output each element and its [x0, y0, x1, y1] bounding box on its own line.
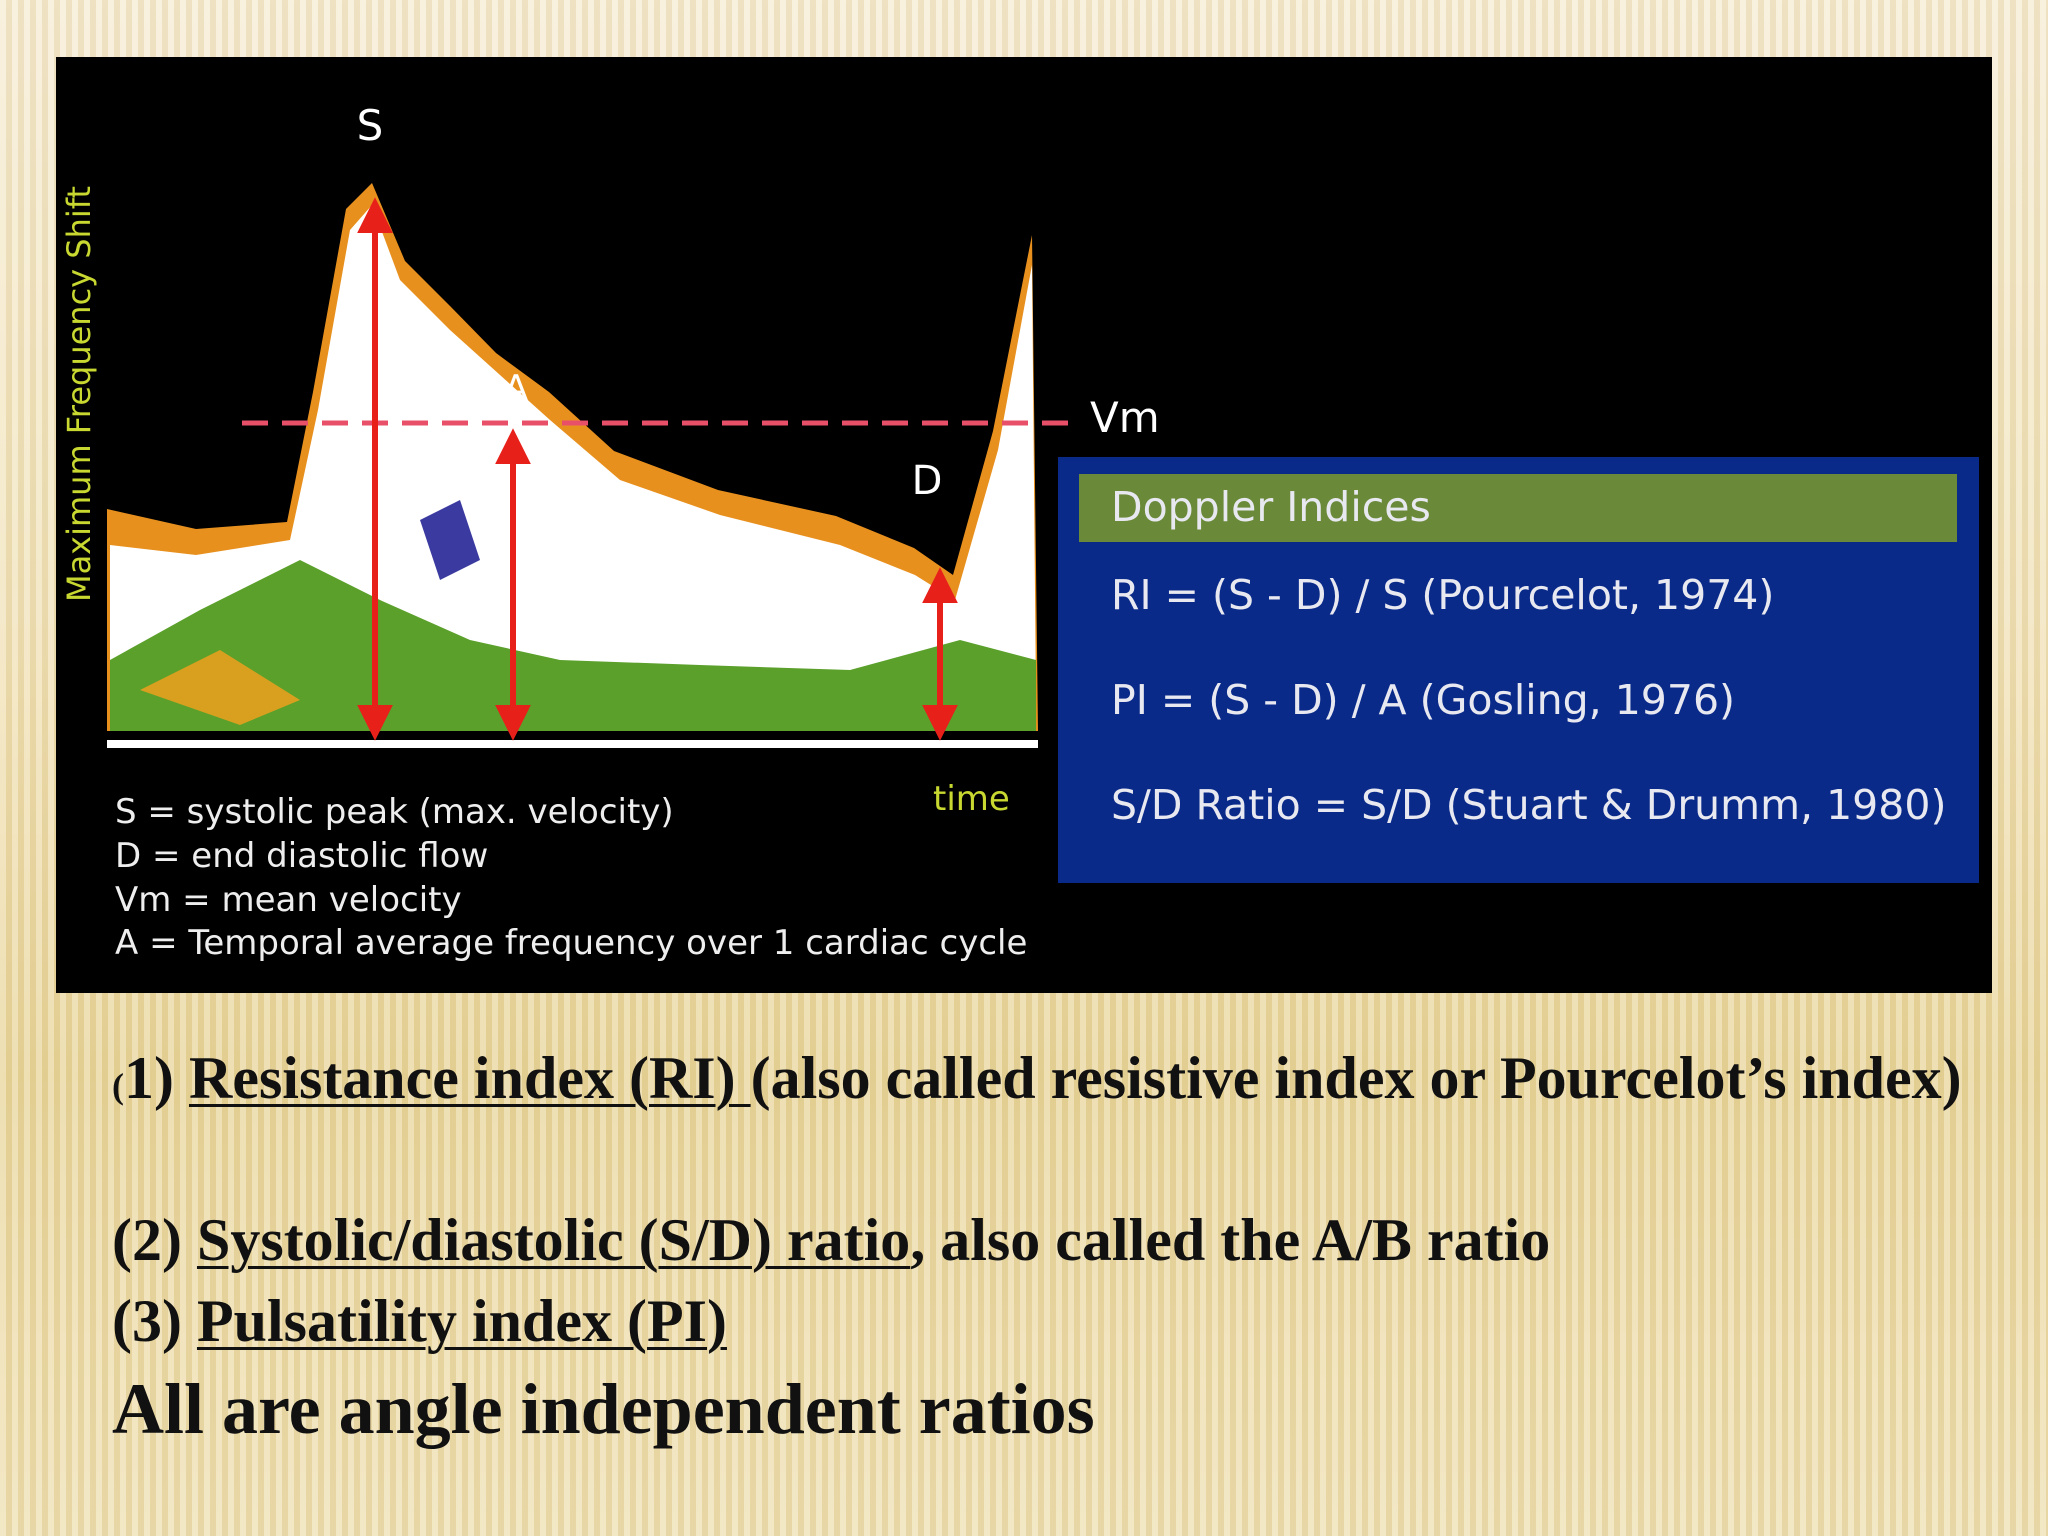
x-axis-label: time [933, 779, 1010, 819]
legend-item: A = Temporal average frequency over 1 ca… [115, 923, 1027, 963]
index-formula: PI = (S - D) / A (Gosling, 1976) [1111, 676, 1735, 724]
arrowhead [495, 428, 531, 464]
y-axis-label: Maximum Frequency Shift [60, 186, 98, 602]
waveform-blob [420, 500, 480, 580]
waveform-core [110, 205, 1036, 700]
item-1: (1) Resistance index (RI) (also called r… [112, 1038, 1992, 1127]
indices-title: Doppler Indices [1111, 483, 1431, 531]
index-formula: RI = (S - D) / S (Pourcelot, 1974) [1111, 571, 1774, 619]
item-3: (3) Pulsatility index (PI) [112, 1281, 727, 1362]
arrowhead [357, 705, 393, 741]
indices-header [1079, 474, 1957, 542]
legend-item: S = systolic peak (max. velocity) [115, 792, 674, 832]
arrowhead [922, 567, 958, 603]
figure: Maximum Frequency Shift S A D Vm time S … [56, 57, 1992, 993]
peak-label: D [912, 458, 943, 504]
item-term: Systolic/diastolic (S/D) ratio [196, 1207, 911, 1273]
arrowhead [357, 197, 393, 233]
item-number: (2) [112, 1207, 182, 1273]
item-term: Pulsatility index (PI) [196, 1288, 727, 1354]
item-number: 1) [124, 1045, 174, 1111]
arrowhead [495, 705, 531, 741]
waveform-low [110, 560, 1036, 731]
item-number: (3) [112, 1288, 182, 1354]
waveform [107, 183, 1038, 731]
arrows [357, 197, 958, 741]
legend: S = systolic peak (max. velocity) D = en… [115, 792, 1027, 963]
vm-label: Vm [1090, 393, 1160, 442]
index-formula: S/D Ratio = S/D (Stuart & Drumm, 1980) [1111, 781, 1946, 829]
item-term: Resistance index (RI) [188, 1045, 751, 1111]
waveform-blob [140, 650, 300, 725]
item-rest: (also called resistive index or Pourcelo… [750, 1045, 1962, 1111]
arrowhead [922, 705, 958, 741]
indices-text: Doppler Indices RI = (S - D) / S (Pource… [1111, 483, 1946, 829]
peak-label: S [357, 101, 384, 150]
paren: ( [112, 1066, 124, 1106]
conclusion: All are angle independent ratios [112, 1369, 1095, 1449]
item-rest: , also called the A/B ratio [910, 1207, 1551, 1273]
peak-label: A [504, 368, 529, 409]
legend-item: D = end diastolic flow [115, 836, 488, 876]
legend-item: Vm = mean velocity [115, 880, 462, 920]
item-2: (2) Systolic/diastolic (S/D) ratio, also… [112, 1200, 1550, 1281]
